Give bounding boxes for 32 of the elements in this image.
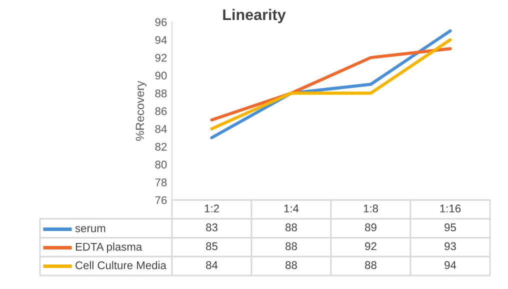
y-tick-label: 94 (155, 36, 167, 44)
y-tick-label: 92 (155, 54, 167, 62)
data-label: 88 (365, 261, 376, 270)
y-axis-title: %Recovery (136, 80, 146, 141)
y-tick-label: 78 (155, 178, 167, 186)
y-tick-label: 80 (155, 160, 167, 169)
y-tick-label: 76 (155, 196, 167, 204)
chart-title: Linearity (223, 8, 286, 24)
y-tick-label: 96 (155, 18, 167, 26)
data-label: 83 (206, 223, 218, 232)
x-tick-label: 1:2 (204, 204, 219, 212)
y-tick-label: 90 (155, 72, 167, 80)
legend-label: serum (75, 226, 106, 232)
y-tick-label: 88 (155, 89, 167, 98)
data-label: 92 (365, 242, 376, 250)
y-tick-label: 82 (155, 142, 167, 151)
x-tick-label: 1:16 (440, 204, 461, 212)
legend-label: EDTA plasma (76, 242, 142, 253)
data-label: 89 (365, 223, 376, 232)
legend-label: Cell Culture Media (76, 261, 166, 270)
data-label: 93 (444, 242, 456, 250)
x-tick-label: 1:4 (284, 204, 299, 212)
data-label: 88 (286, 223, 297, 232)
data-label: 88 (286, 261, 297, 270)
y-tick-label: 86 (155, 107, 167, 116)
data-label: 95 (444, 223, 456, 232)
data-label: 94 (444, 261, 456, 270)
data-label: 85 (206, 242, 218, 250)
data-label: 88 (286, 242, 297, 250)
data-label: 84 (206, 261, 218, 270)
x-tick-label: 1:8 (364, 204, 378, 212)
y-tick-label: 84 (155, 125, 167, 133)
